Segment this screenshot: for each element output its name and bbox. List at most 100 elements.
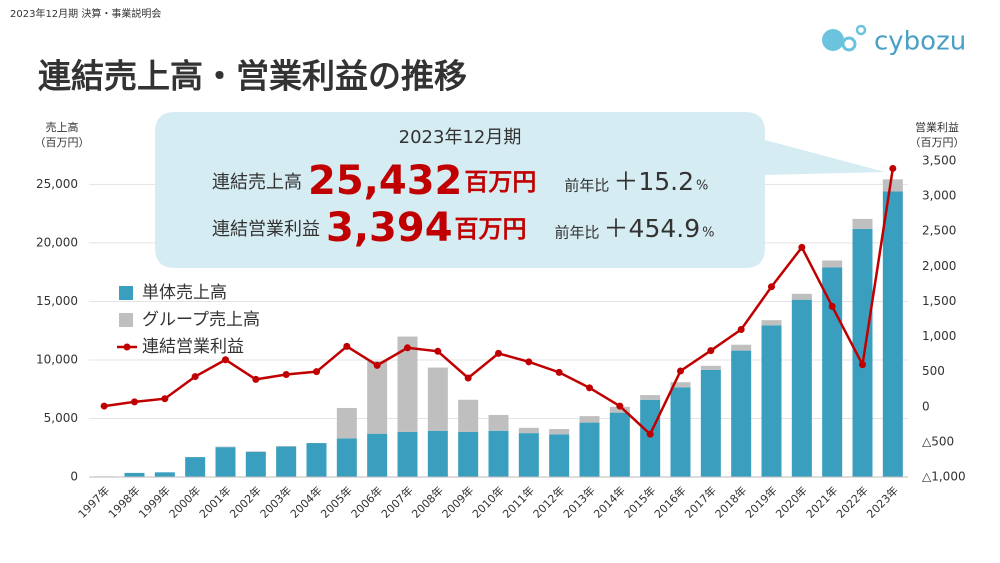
bar <box>640 395 661 400</box>
logo-mark <box>855 24 867 36</box>
line-marker <box>525 358 533 366</box>
callout-value: 25,432 <box>308 158 462 204</box>
bar <box>185 457 206 477</box>
y-tick-label: 10,000 <box>36 352 78 366</box>
callout-yoy-label: 前年比 <box>564 177 609 195</box>
bar <box>791 293 812 300</box>
x-tick-label: 2000年 <box>166 483 203 520</box>
bar <box>488 414 509 431</box>
y-tick-label: 15,000 <box>36 294 78 308</box>
bar <box>700 369 721 477</box>
x-tick-label: 2004年 <box>287 483 324 520</box>
callout-box <box>155 112 885 268</box>
legend-swatch <box>123 343 131 351</box>
legend-label: 連結営業利益 <box>142 337 244 357</box>
callout-unit: 百万円 <box>464 168 536 196</box>
bar <box>215 446 236 448</box>
callout-yoy-label: 前年比 <box>555 224 600 242</box>
x-tick-label: 2011年 <box>500 483 537 520</box>
y2-tick-label: 3,000 <box>922 189 956 203</box>
y-tick-label: 20,000 <box>36 235 78 249</box>
bar <box>427 430 448 477</box>
legend-label: 単体売上高 <box>142 283 227 303</box>
line-marker <box>191 373 199 381</box>
x-tick-label: 2005年 <box>318 483 355 520</box>
bar <box>336 407 357 439</box>
x-tick-label: 2016年 <box>651 483 688 520</box>
line-marker <box>586 384 593 392</box>
line-marker <box>282 370 290 378</box>
line-marker <box>889 164 897 172</box>
bar <box>549 434 570 477</box>
x-tick-label: 2009年 <box>439 483 476 520</box>
bar <box>367 361 388 434</box>
bar <box>124 472 145 477</box>
bar <box>336 438 357 477</box>
bar <box>852 218 873 229</box>
y2-tick-label: 0 <box>922 399 930 413</box>
x-tick-label: 1999年 <box>136 483 173 520</box>
y2-tick-label: 1,500 <box>922 294 956 308</box>
x-tick-label: 2014年 <box>591 483 628 520</box>
x-tick-label: 2018年 <box>712 483 749 520</box>
line-marker <box>495 349 502 357</box>
bar <box>215 447 236 477</box>
line-marker <box>646 430 654 438</box>
line-marker <box>555 368 563 376</box>
y-axis-label: 売上高 <box>46 120 79 134</box>
x-tick-label: 2003年 <box>257 483 294 520</box>
bar <box>427 367 448 431</box>
title: 連結売上高・営業利益の推移 <box>38 57 467 96</box>
line-marker <box>313 368 320 376</box>
line-marker <box>373 361 381 369</box>
line-marker <box>768 283 775 291</box>
bar <box>488 430 509 477</box>
x-tick-label: 2020年 <box>773 483 810 520</box>
x-tick-label: 2006年 <box>348 483 385 520</box>
logo-mark <box>822 29 844 51</box>
line-marker <box>222 356 229 364</box>
y2-axis-label: （百万円） <box>910 136 965 149</box>
bar <box>670 382 691 388</box>
bar <box>882 191 903 477</box>
bar <box>579 416 600 423</box>
bar <box>549 429 570 435</box>
line-marker <box>859 361 866 369</box>
bar <box>640 399 661 477</box>
line-marker <box>798 243 806 251</box>
callout-yoy: ＋15.2 <box>613 167 694 196</box>
x-tick-label: 2023年 <box>864 483 901 520</box>
bar <box>397 431 418 477</box>
y2-tick-label: 1,000 <box>922 329 956 343</box>
y2-tick-label: △500 <box>922 434 954 448</box>
line-marker <box>616 402 624 410</box>
x-tick-label: 2021年 <box>803 483 840 520</box>
bar <box>731 344 752 351</box>
x-tick-label: 2010年 <box>469 483 506 520</box>
callout-pct: % <box>696 179 708 194</box>
bar <box>518 433 539 477</box>
bar <box>458 399 479 432</box>
bar <box>731 350 752 477</box>
y2-tick-label: △1,000 <box>922 470 966 484</box>
x-tick-label: 1997年 <box>75 483 112 520</box>
bar <box>791 299 812 477</box>
x-tick-label: 2017年 <box>682 483 719 520</box>
bar <box>518 427 539 434</box>
bar <box>882 179 903 192</box>
line-marker <box>828 302 836 310</box>
line-marker <box>677 367 684 375</box>
line-marker <box>343 342 351 350</box>
bar <box>609 412 630 477</box>
bar <box>700 365 721 370</box>
bar <box>670 387 691 477</box>
bar <box>458 431 479 477</box>
header: 2023年12月期 決算・事業説明会 <box>10 7 161 20</box>
x-tick-label: 2001年 <box>196 483 233 520</box>
line-marker <box>100 402 108 410</box>
x-tick-label: 2019年 <box>742 483 779 520</box>
callout-label: 連結売上高 <box>212 172 302 193</box>
line-marker <box>737 326 745 334</box>
y2-tick-label: 2,500 <box>922 224 956 238</box>
x-tick-label: 2008年 <box>409 483 446 520</box>
